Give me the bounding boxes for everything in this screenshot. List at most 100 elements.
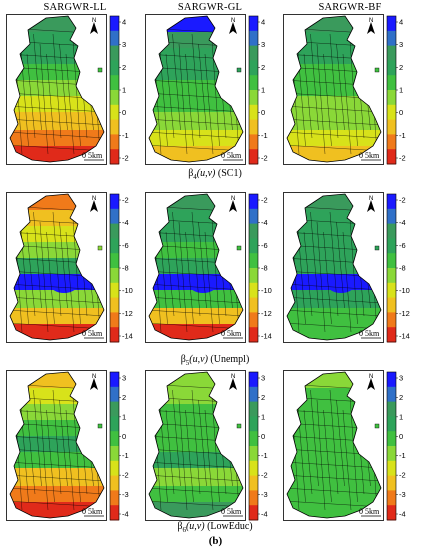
boundary-line [323,53,332,147]
boundary-line [72,33,81,147]
north-label: N [369,374,373,380]
colorbar-swatch [387,268,396,284]
colorbar-tick-label: -2 [399,471,406,480]
colorbar-swatch [387,223,396,239]
colorbar-swatch [387,386,396,403]
colorbar-swatch [387,90,396,106]
row-label-beta6: β6(u,v) (LowEduc) [177,521,253,534]
colorbar-swatch [387,45,396,61]
colorbar-tick-label: 3 [122,374,126,383]
colorbar-tick-label: -10 [399,286,410,295]
boundary-line [10,283,104,291]
boundary-line [287,296,381,304]
colorbar-swatch [249,446,258,462]
colorbar-tick-label: 3 [399,374,403,383]
map-panel-r3-sargwr-ll: N 0 5km 3 2 1 0 -1 -2 -3 -4 [6,370,146,530]
colorbar-swatch [110,223,119,239]
colorbar-swatch [110,460,119,477]
county-outline [286,193,382,341]
island [374,245,380,251]
map-panel-r3-sargwr-gl: N 0 5km 3 2 1 0 -1 -2 -3 -4 [145,370,285,530]
colorbar-tick-label: -6 [122,241,129,250]
colorbar-frame [109,371,120,521]
boundary-line [46,53,55,147]
boundary-line [165,53,175,139]
county-outline [148,15,244,163]
north-arrow-icon [229,200,237,212]
colorbar-swatch [110,253,119,269]
map-panel-r2-sargwr-gl: N 0 5km -2 -4 -6 -8 -10 -12 -14 [145,192,285,352]
colorbar-swatch [110,119,119,135]
north-arrow-icon [367,22,375,34]
colorbar-tick-label: -8 [122,264,129,273]
column-title-gl: SARGWR-GL [177,2,243,13]
boundary-line [46,231,55,325]
map-panel-r1-sargwr-ll: N 0 5km 4 3 2 1 0 -1 -2 [6,14,146,174]
boundary-line [303,231,313,317]
colorbar-frame [386,371,397,521]
colorbar-tick-label: -8 [261,264,268,273]
scale-label: 0 5km [82,329,103,338]
colorbar-swatch [110,16,119,32]
colorbar-tick-label: -14 [261,332,272,341]
boundary-line [10,105,104,113]
colorbar-tick-label: 4 [122,18,126,27]
row-label-beta5: β5(u,v) (Unempl) [180,354,250,367]
colorbar-swatch [249,134,258,150]
colorbar-swatch [249,282,258,299]
map-region [10,308,104,324]
colorbar-tick-label: -4 [399,510,406,519]
scale-label: 0 5km [359,329,380,338]
colorbar-swatch [110,30,119,47]
boundary-line [185,231,194,325]
boundary-line [10,461,104,469]
boundary-line [26,53,36,139]
colorbar-tick-label: -3 [122,490,129,499]
colorbar-swatch [249,90,258,106]
boundary-line [185,53,194,147]
colorbar-tick-label: -10 [261,286,272,295]
colorbar-swatch [110,75,119,91]
colorbar-swatch [249,16,258,32]
colorbar-swatch [249,149,258,165]
colorbar-tick-label: 3 [399,40,403,49]
colorbar-swatch [387,475,396,491]
colorbar-tick-label: 0 [261,432,265,441]
colorbar-swatch [387,327,396,343]
boundary-line [59,399,68,487]
colorbar-swatch [249,253,258,269]
boundary-line [287,105,381,113]
boundary-line [10,296,104,304]
boundary-line [39,43,49,155]
colorbar-tick-label: 2 [122,393,126,402]
boundary-line [46,409,55,503]
colorbar-tick-label: -1 [122,451,129,460]
boundary-line [149,131,243,139]
boundary-line [39,399,49,511]
colorbar-tick-label: 2 [261,393,265,402]
boundary-line [323,409,332,503]
colorbar-swatch [387,16,396,32]
county-outline [9,15,105,163]
map-region [10,486,104,502]
island [374,423,380,429]
colorbar-swatch [249,45,258,61]
colorbar-tick-label: -1 [399,451,406,460]
colorbar-swatch [387,446,396,462]
colorbar-swatch [249,104,258,121]
north-label: N [369,196,373,202]
boundary-line [149,487,243,495]
colorbar-swatch [249,312,258,328]
map-svg: N 0 5km 4 3 2 1 0 -1 -2 [283,14,406,165]
map-region [149,308,243,324]
map-region [287,468,381,486]
city-center-cluster [189,275,217,293]
colorbar-swatch [387,312,396,328]
boundary-line [191,211,201,317]
colorbar-swatch [387,297,396,313]
boundary-line [149,309,243,317]
colorbar-swatch [249,505,258,521]
column-title-bf: SARGWR-BF [318,2,382,13]
north-label: N [92,374,96,380]
boundary-line [211,211,220,325]
